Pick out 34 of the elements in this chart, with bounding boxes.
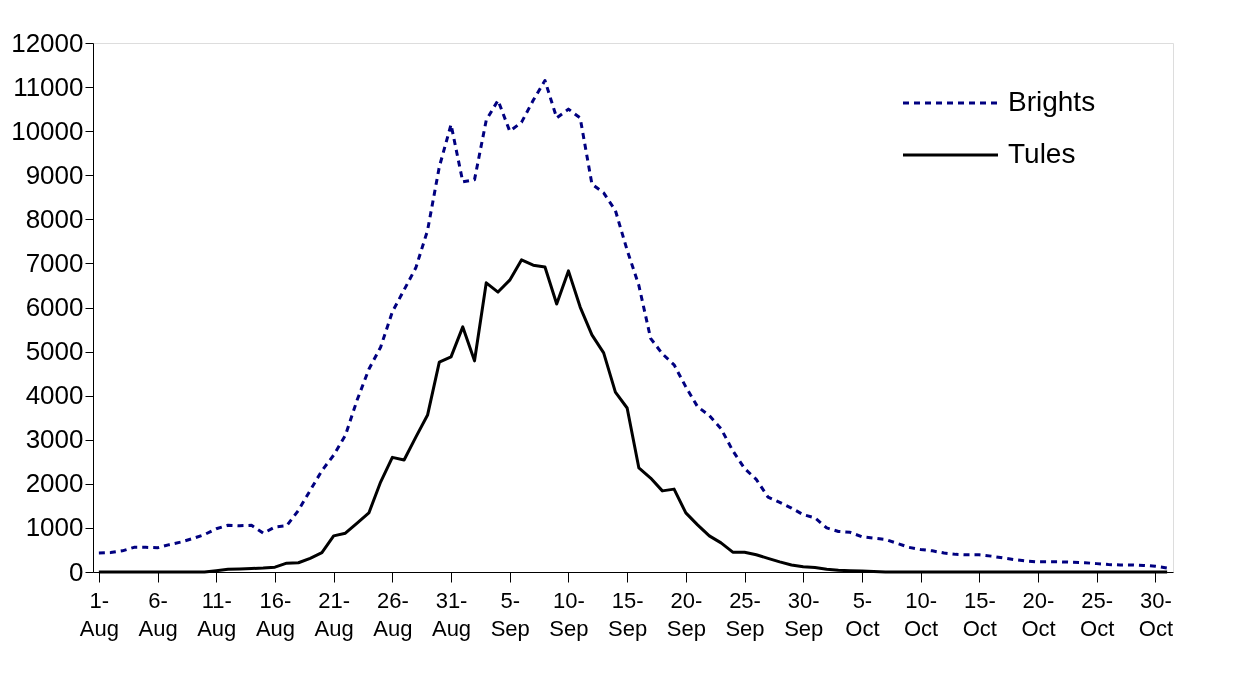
y-tick-label: 12000 xyxy=(11,27,84,58)
legend-label: Tules xyxy=(1008,138,1076,169)
x-tick-label: 6-Aug xyxy=(138,587,178,641)
y-tick-label: 5000 xyxy=(25,336,84,367)
x-tick-label: 25-Oct xyxy=(1080,587,1115,641)
y-tick-label: 7000 xyxy=(25,247,84,278)
x-tick-label: 5-Sep xyxy=(490,587,530,641)
y-tick-label: 6000 xyxy=(25,292,84,322)
x-tick-label: 21-Aug xyxy=(314,587,354,641)
x-tick-label: 10-Oct xyxy=(903,587,939,641)
x-tick-label: 15-Oct xyxy=(962,587,997,641)
x-tick-label: 11-Aug xyxy=(197,587,237,641)
y-tick-label: 3000 xyxy=(25,424,84,455)
y-tick-label: 2000 xyxy=(25,468,84,499)
y-tick-label: 9000 xyxy=(25,159,84,190)
x-tick-label: 10-Sep xyxy=(549,587,589,641)
x-tick-label: 31-Aug xyxy=(431,587,472,641)
y-tick-label: 0 xyxy=(69,556,84,587)
x-tick-label: 20-Sep xyxy=(666,587,706,641)
y-tick-label: 1000 xyxy=(25,512,84,543)
y-tick-label: 10000 xyxy=(11,115,84,146)
x-tick-label: 30-Oct xyxy=(1138,587,1174,641)
y-tick-label: 4000 xyxy=(25,380,84,411)
x-tick-label: 20-Oct xyxy=(1021,587,1056,641)
x-tick-label: 26-Aug xyxy=(373,587,413,641)
x-tick-label: 16-Aug xyxy=(255,587,296,641)
x-tick-label: 1-Aug xyxy=(79,587,119,641)
y-tick-label: 11000 xyxy=(13,71,84,102)
x-tick-label: 25-Sep xyxy=(725,587,765,641)
x-tick-label: 5-Oct xyxy=(845,587,880,641)
y-tick-label: 8000 xyxy=(25,203,84,234)
legend-label: Brights xyxy=(1008,86,1096,117)
x-tick-label: 30-Sep xyxy=(784,587,824,641)
x-tick-label: 15-Sep xyxy=(608,587,648,641)
